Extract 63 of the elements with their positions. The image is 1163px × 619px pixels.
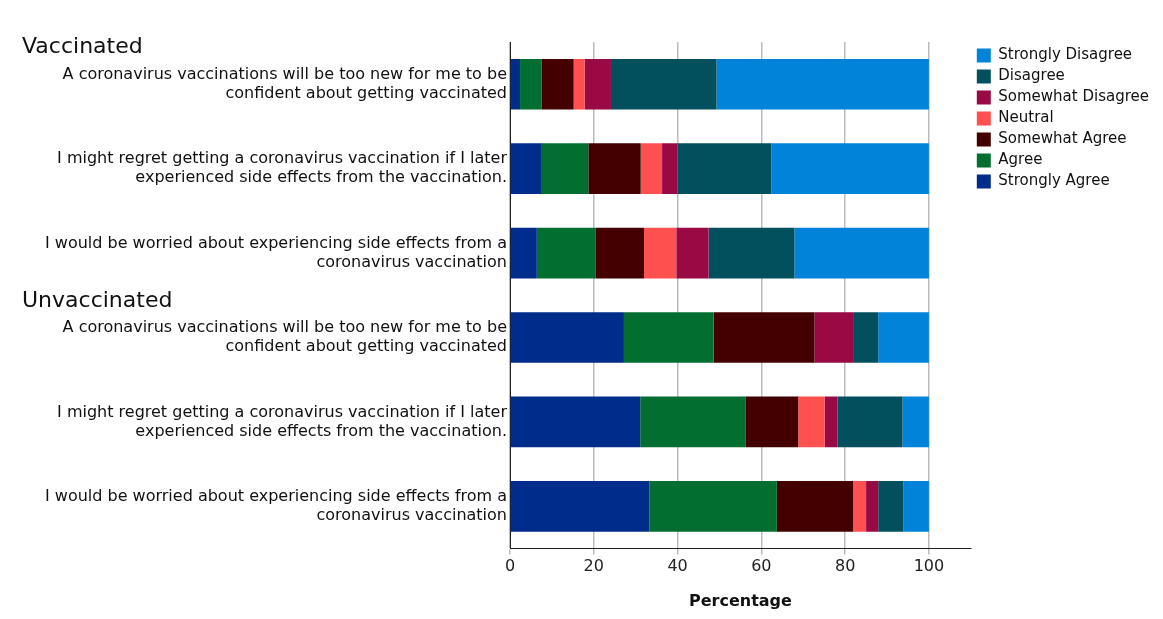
legend-label: Disagree xyxy=(998,66,1065,85)
y-tick-label: A coronavirus vaccinations will be too new for me to be confident about getting vaccinated xyxy=(62,63,507,102)
bar xyxy=(640,396,746,448)
bar xyxy=(541,143,589,194)
bar xyxy=(713,312,815,363)
bar xyxy=(853,312,879,363)
legend-label: Somewhat Disagree xyxy=(998,87,1150,106)
bar xyxy=(771,143,929,194)
text: Vaccinated xyxy=(22,33,143,59)
bar xyxy=(510,227,537,279)
bar xyxy=(584,58,611,110)
bar xyxy=(903,481,929,532)
x-tick-label: 80 xyxy=(834,556,856,576)
y-tick-label: I might regret getting a coronavirus vaccination if I later experienced side effects from the vaccination. xyxy=(57,148,508,187)
bar xyxy=(595,227,645,279)
bar xyxy=(837,396,903,448)
bar xyxy=(541,58,574,110)
legend-label: Somewhat Agree xyxy=(998,129,1127,148)
bar xyxy=(676,227,709,279)
bar xyxy=(776,481,854,532)
bar xyxy=(510,312,624,363)
bar xyxy=(649,481,777,532)
bar xyxy=(878,312,929,363)
legend-label: Agree xyxy=(998,150,1043,169)
bar xyxy=(866,481,879,532)
x-tick-label: 20 xyxy=(583,556,604,576)
bar xyxy=(640,143,663,194)
bar xyxy=(573,58,585,110)
bar xyxy=(510,481,650,532)
bar xyxy=(716,58,929,110)
bar xyxy=(510,143,541,194)
bar xyxy=(520,58,542,110)
text: Unvaccinated xyxy=(22,286,173,312)
bar xyxy=(794,227,929,279)
bar xyxy=(814,312,854,363)
x-tick-label: 60 xyxy=(751,556,772,576)
bar xyxy=(588,143,641,194)
legend-label: Strongly Agree xyxy=(998,171,1110,190)
bar xyxy=(623,312,714,363)
bar xyxy=(662,143,678,194)
bar xyxy=(536,227,596,279)
bar xyxy=(853,481,867,532)
bar xyxy=(708,227,795,279)
y-tick-label: I would be worried about experiencing side effects from a coronavirus vaccination xyxy=(45,485,507,525)
bar xyxy=(644,227,677,279)
y-tick-label: A coronavirus vaccinations will be too new for me to be confident about getting vaccinated xyxy=(62,317,507,356)
x-axis-title: Percentage xyxy=(688,590,793,610)
bar xyxy=(510,396,641,448)
legend-label: Neutral xyxy=(998,108,1054,127)
bar xyxy=(798,396,825,448)
y-tick-label: I would be worried about experiencing side effects from a coronavirus vaccination xyxy=(45,232,507,271)
x-tick-label: 100 xyxy=(913,556,945,576)
y-tick-label: I might regret getting a coronavirus vaccination if I later experienced side effects from the vaccination. xyxy=(57,401,508,440)
legend-label: Strongly Disagree xyxy=(998,45,1133,64)
bar xyxy=(902,396,929,448)
bar xyxy=(878,481,904,532)
bar xyxy=(677,143,772,194)
bar xyxy=(824,396,838,448)
x-tick-label: 40 xyxy=(667,556,688,576)
x-tick-label: 0 xyxy=(504,556,516,576)
bar xyxy=(745,396,799,448)
bar xyxy=(610,58,717,110)
bar xyxy=(510,58,521,110)
